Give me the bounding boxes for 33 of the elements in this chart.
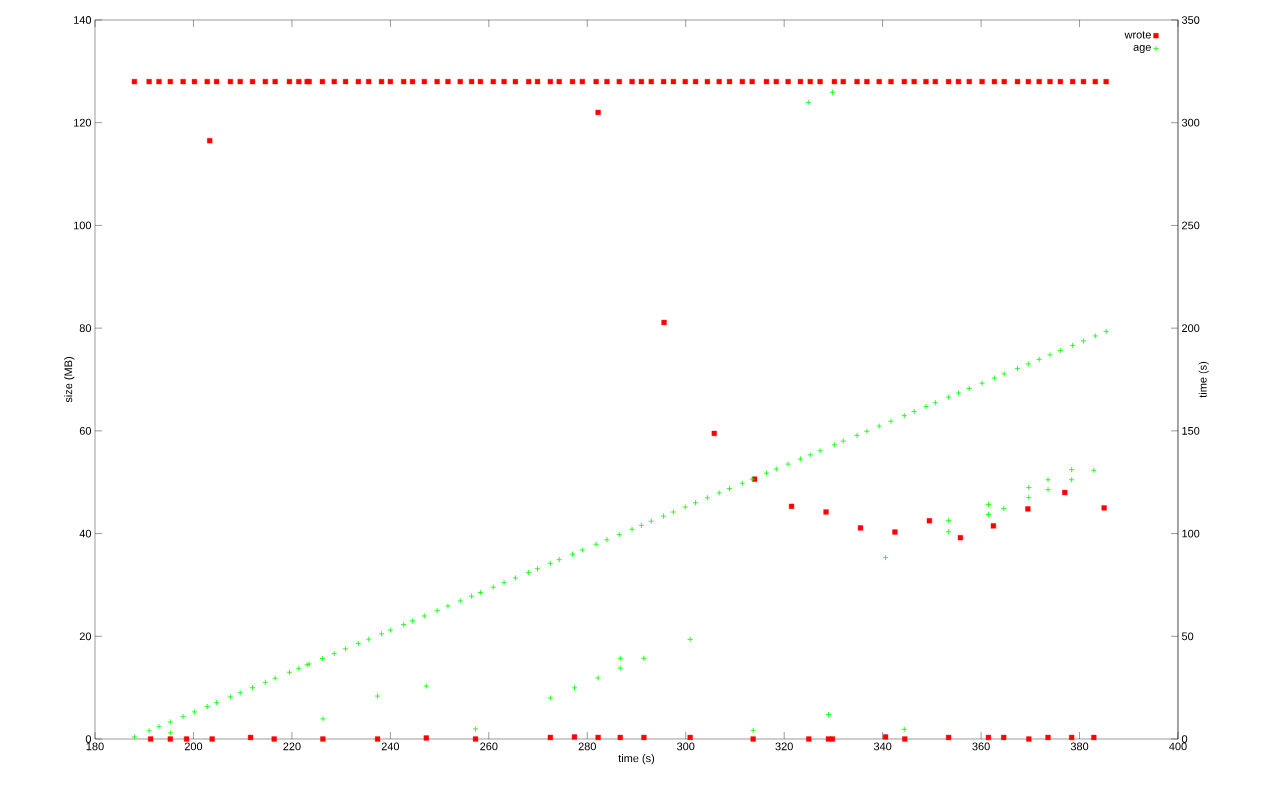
y2-tick-label: 100 xyxy=(1182,529,1200,538)
y-tick-label: 40 xyxy=(79,529,92,538)
x-tick-label: 180 xyxy=(86,742,104,751)
x-tick-label: 320 xyxy=(775,742,793,751)
y2-tick-label: 250 xyxy=(1182,221,1200,230)
y-tick-label: 120 xyxy=(74,118,92,127)
y-tick-label: 20 xyxy=(79,632,92,641)
y2-axis-title: time (s) xyxy=(1198,361,1209,398)
x-tick-label: 360 xyxy=(972,742,990,751)
y2-tick-label: 300 xyxy=(1181,118,1200,127)
x-tick-label: 280 xyxy=(578,742,596,751)
y-tick-label: 0 xyxy=(85,735,92,743)
x-axis-title: time (s) xyxy=(618,754,655,765)
x-tick-label: 240 xyxy=(381,742,400,751)
y-tick-label: 60 xyxy=(79,426,92,435)
y2-tick-label: 0 xyxy=(1181,735,1188,743)
y2-tick-label: 50 xyxy=(1181,632,1194,641)
y-tick-label: 140 xyxy=(74,16,92,24)
y2-tick-label: 350 xyxy=(1181,16,1200,24)
y2-tick-label: 150 xyxy=(1182,426,1200,435)
x-tick-label: 300 xyxy=(677,742,695,751)
x-tick-label: 340 xyxy=(873,742,892,751)
x-tick-label: 200 xyxy=(184,742,203,751)
legend-label: wrote xyxy=(1124,31,1151,39)
legend-label: age xyxy=(1133,44,1151,54)
x-tick-label: 220 xyxy=(283,742,301,751)
x-tick-label: 400 xyxy=(1169,742,1187,751)
y-tick-label: 80 xyxy=(79,324,92,333)
y-axis-title: size (MB) xyxy=(64,357,75,403)
x-tick-label: 260 xyxy=(480,742,498,751)
y-tick-label: 100 xyxy=(74,221,92,230)
x-tick-label: 380 xyxy=(1070,742,1089,751)
y2-tick-label: 200 xyxy=(1182,324,1200,333)
